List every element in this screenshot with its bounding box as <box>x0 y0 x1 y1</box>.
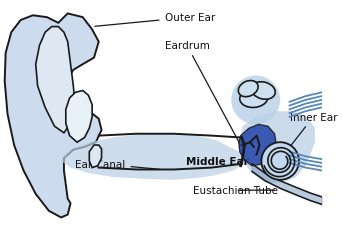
Ellipse shape <box>238 81 258 97</box>
Text: Middle Ear: Middle Ear <box>186 155 256 166</box>
Text: Eustachian Tube: Eustachian Tube <box>193 185 278 195</box>
Ellipse shape <box>240 89 268 108</box>
Polygon shape <box>239 112 315 183</box>
Text: Eardrum: Eardrum <box>165 41 241 147</box>
Polygon shape <box>239 125 276 166</box>
Polygon shape <box>36 27 75 133</box>
Polygon shape <box>5 14 102 218</box>
Text: Ear Canal: Ear Canal <box>75 159 159 169</box>
Polygon shape <box>61 133 245 180</box>
Text: Inner Ear: Inner Ear <box>286 112 337 153</box>
Text: Outer Ear: Outer Ear <box>95 13 215 27</box>
Circle shape <box>231 76 280 125</box>
Polygon shape <box>66 91 92 143</box>
Polygon shape <box>89 145 102 168</box>
Ellipse shape <box>251 82 275 100</box>
Circle shape <box>261 143 299 180</box>
